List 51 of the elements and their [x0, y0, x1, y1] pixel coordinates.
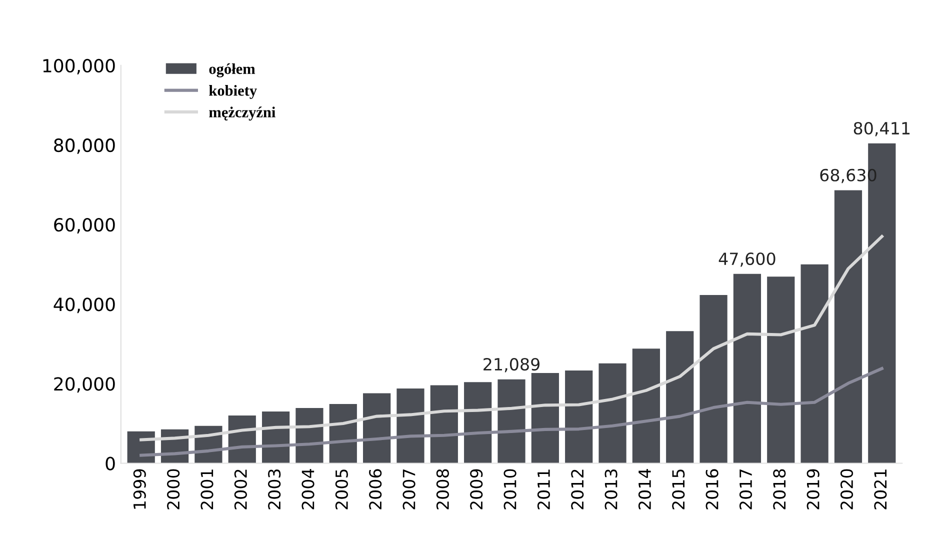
bar [800, 264, 828, 464]
bar [767, 276, 795, 464]
legend-label: mężczyźni [209, 106, 276, 121]
x-tick-label: 2017 [739, 470, 752, 510]
line-series [140, 234, 884, 442]
x-tick-label: 2005 [335, 470, 348, 510]
bar [565, 370, 593, 464]
x-tick-label: 2012 [571, 470, 584, 510]
bar [834, 190, 862, 464]
x-tick-label: 2014 [638, 469, 652, 510]
x-tick-label: 2021 [874, 470, 887, 510]
x-tick-label: 2009 [470, 469, 483, 510]
y-tick-label: 100,000 [43, 58, 115, 74]
data-label: 47,600 [718, 252, 776, 267]
x-tick-label: 2011 [537, 470, 550, 510]
x-tick-label: 2000 [167, 469, 180, 510]
bar [363, 393, 391, 464]
bar [632, 348, 660, 464]
data-label: 21,089 [484, 358, 540, 372]
x-tick-label: 2002 [234, 470, 247, 510]
bar [464, 382, 492, 464]
bar [700, 294, 728, 464]
x-tick-label: 2010 [504, 469, 516, 510]
data-label: 80,411 [854, 122, 910, 136]
legend-label: ogółem [209, 63, 256, 78]
x-tick-label: 2013 [604, 469, 618, 510]
bar [666, 331, 694, 464]
x-tick-label: 2016 [706, 469, 718, 510]
x-tick-label: 2001 [200, 470, 214, 510]
y-tick-label: 60,000 [54, 218, 115, 234]
x-tick-label: 2020 [840, 469, 854, 510]
legend-label: kobiety [209, 85, 257, 99]
x-tick-label: 2006 [369, 469, 382, 510]
bar [733, 274, 762, 464]
bar [531, 372, 559, 464]
y-tick-label: 20,000 [54, 377, 115, 393]
x-tick-label: 2007 [402, 470, 416, 510]
y-tick-label: 0 [106, 456, 115, 470]
x-tick-label: 2019 [806, 469, 820, 510]
x-tick-label: 2008 [436, 469, 449, 510]
x-tick-label: 2018 [773, 469, 786, 510]
x-tick-label: 2004 [302, 469, 314, 510]
x-tick-label: 1999 [133, 469, 146, 509]
x-tick-label: 2015 [672, 470, 685, 510]
bar [598, 363, 626, 464]
bar [430, 385, 458, 464]
y-tick-label: 40,000 [54, 298, 115, 314]
bar [498, 379, 526, 464]
bar [396, 388, 424, 464]
y-tick-label: 80,000 [54, 138, 115, 154]
x-tick-label: 2003 [268, 469, 281, 510]
